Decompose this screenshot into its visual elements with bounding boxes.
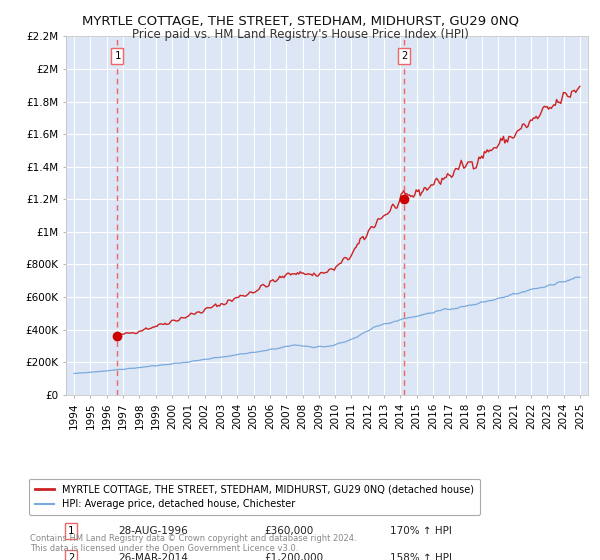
Text: This data is licensed under the Open Government Licence v3.0.: This data is licensed under the Open Gov… (30, 544, 298, 553)
Text: 26-MAR-2014: 26-MAR-2014 (118, 553, 188, 560)
Text: 2: 2 (401, 51, 407, 61)
Text: Contains HM Land Registry data © Crown copyright and database right 2024.: Contains HM Land Registry data © Crown c… (30, 534, 356, 543)
Text: MYRTLE COTTAGE, THE STREET, STEDHAM, MIDHURST, GU29 0NQ: MYRTLE COTTAGE, THE STREET, STEDHAM, MID… (82, 14, 518, 27)
Legend: MYRTLE COTTAGE, THE STREET, STEDHAM, MIDHURST, GU29 0NQ (detached house), HPI: A: MYRTLE COTTAGE, THE STREET, STEDHAM, MID… (29, 478, 480, 515)
Text: 1: 1 (68, 526, 74, 536)
Text: Price paid vs. HM Land Registry's House Price Index (HPI): Price paid vs. HM Land Registry's House … (131, 28, 469, 41)
Text: 158% ↑ HPI: 158% ↑ HPI (389, 553, 452, 560)
Text: 1: 1 (114, 51, 121, 61)
Text: 28-AUG-1996: 28-AUG-1996 (118, 526, 188, 536)
Text: £1,200,000: £1,200,000 (265, 553, 323, 560)
Text: 170% ↑ HPI: 170% ↑ HPI (389, 526, 452, 536)
Text: 2: 2 (68, 553, 74, 560)
Text: £360,000: £360,000 (265, 526, 314, 536)
